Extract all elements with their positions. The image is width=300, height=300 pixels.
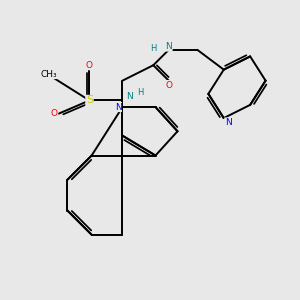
Text: O: O [86, 61, 93, 70]
Text: N: N [115, 103, 122, 112]
Text: N: N [126, 92, 133, 100]
Text: O: O [51, 109, 58, 118]
Text: H: H [150, 44, 157, 53]
Text: H: H [137, 88, 143, 97]
Text: S: S [86, 95, 93, 106]
Text: CH₃: CH₃ [40, 70, 57, 79]
Text: N: N [165, 42, 172, 51]
Text: O: O [165, 81, 172, 90]
Text: N: N [225, 118, 232, 127]
